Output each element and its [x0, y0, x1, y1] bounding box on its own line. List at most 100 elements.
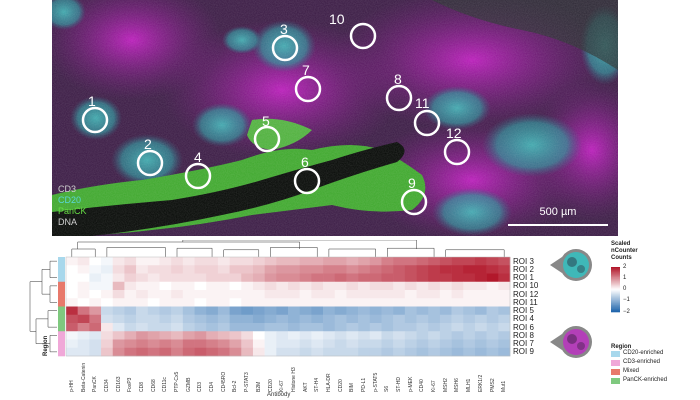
column-label: MSH6: [454, 378, 461, 392]
roi-circle[interactable]: [184, 162, 212, 190]
heatmap-cell: [276, 347, 289, 357]
row-label: ROI 1: [513, 273, 534, 283]
heatmap-cell: [77, 257, 90, 266]
heatmap-cell: [276, 306, 289, 316]
heatmap-cell: [404, 323, 417, 332]
heatmap-cell: [299, 273, 312, 283]
heatmap-border: [65, 256, 511, 357]
roi-circle[interactable]: [293, 167, 321, 195]
colorbar-segment: [611, 274, 620, 277]
colorbar-segment: [611, 281, 620, 284]
roi-circle[interactable]: [443, 138, 471, 166]
column-label: Beta-Catenin: [80, 362, 87, 392]
heatmap-cell: [136, 339, 149, 349]
heatmap-cell: [334, 339, 347, 349]
heatmap-cell: [474, 314, 487, 324]
heatmap-cell: [206, 298, 219, 307]
heatmap-cell: [124, 265, 137, 274]
heatmap-cell: [381, 265, 394, 274]
heatmap-cell: [264, 314, 277, 324]
heatmap-cell: [194, 265, 207, 274]
heatmap-cell: [194, 323, 207, 332]
heatmap-cell: [474, 306, 487, 316]
heatmap-cell: [381, 323, 394, 332]
roi-circle[interactable]: [349, 22, 377, 50]
region-cell: [58, 298, 65, 307]
heatmap-cell: [112, 347, 125, 357]
heatmap-cell: [241, 298, 254, 307]
heatmap-cell: [369, 265, 382, 274]
heatmap-cell: [393, 265, 406, 274]
heatmap-cell: [311, 331, 324, 340]
heatmap-cell: [89, 314, 102, 324]
colorbar-segment: [611, 294, 620, 296]
roi-circle[interactable]: [385, 84, 413, 112]
heatmap-cell: [404, 347, 417, 357]
row-label: ROI 6: [513, 322, 534, 332]
column-label: p-MEK: [407, 376, 414, 392]
heatmap-cell: [264, 290, 277, 299]
heatmap-cell: [428, 273, 441, 283]
heatmap-cell: [112, 339, 125, 349]
colorbar-segment: [611, 276, 620, 278]
heatmap-cell: [182, 298, 195, 307]
column-label: p-STAT5: [372, 372, 379, 392]
heatmap-cell: [206, 314, 219, 324]
heatmap-cell: [358, 331, 371, 340]
heatmap-cell: [323, 306, 336, 316]
heatmap-cell: [323, 257, 336, 266]
heatmap-cell: [288, 347, 300, 357]
roi-circle[interactable]: [294, 75, 322, 103]
heatmap-cell: [299, 281, 312, 291]
heatmap-cell: [381, 290, 394, 299]
region-cell: [58, 265, 65, 274]
heatmap-cell: [136, 273, 149, 283]
heatmap-cell: [369, 314, 382, 324]
roi-circle[interactable]: [81, 106, 109, 134]
heatmap-cell: [334, 281, 347, 291]
heatmap-cell: [451, 331, 464, 340]
region-legend-label: PanCK-enriched: [623, 377, 668, 383]
colorbar-segment: [611, 292, 620, 295]
heatmap-cell: [463, 257, 476, 266]
heatmap-cell: [428, 257, 441, 266]
dendrogram-branch: [387, 247, 435, 257]
column-label: CD4: [209, 381, 216, 392]
heatmap-cell: [66, 314, 78, 324]
heatmap-cell: [486, 339, 499, 349]
heatmap-cell: [346, 314, 359, 324]
heatmap-cell: [159, 257, 172, 266]
roi-circle[interactable]: [413, 109, 441, 137]
roi-circle[interactable]: [400, 188, 428, 216]
heatmap-cell: [439, 290, 452, 299]
x-axis-title: Antibody: [267, 392, 291, 398]
roi-label-10: 10: [329, 11, 345, 27]
heatmap-cell: [66, 339, 78, 349]
heatmap-cell: [77, 265, 90, 274]
roi-circle[interactable]: [136, 149, 164, 177]
colorbar-segment: [611, 308, 620, 311]
heatmap-cell: [112, 265, 125, 274]
heatmap-cell: [416, 339, 429, 349]
column-label: CD8: [138, 381, 145, 392]
heatmap-cell: [299, 298, 312, 307]
heatmap-cell: [498, 347, 511, 357]
roi-circle[interactable]: [271, 34, 299, 62]
dendrogram-branch: [270, 247, 318, 257]
dendrogram-branch: [49, 285, 57, 303]
heatmap-cell: [334, 323, 347, 332]
dendrogram-branch: [445, 249, 505, 257]
heatmap-cell: [229, 273, 242, 283]
channel-legend-panck: PanCK: [58, 206, 87, 216]
colorbar-segment: [611, 290, 620, 293]
heatmap-cell: [206, 281, 219, 291]
heatmap-cell: [112, 281, 125, 291]
heatmap-cell: [252, 281, 265, 291]
heatmap-cell: [264, 265, 277, 274]
roi-circle[interactable]: [253, 125, 281, 153]
thumbnail-texture: [567, 334, 577, 344]
heatmap-cell: [381, 339, 394, 349]
heatmap-cell: [393, 257, 406, 266]
heatmap-cell: [229, 298, 242, 307]
colorbar-title-1: Scaled: [611, 241, 631, 247]
